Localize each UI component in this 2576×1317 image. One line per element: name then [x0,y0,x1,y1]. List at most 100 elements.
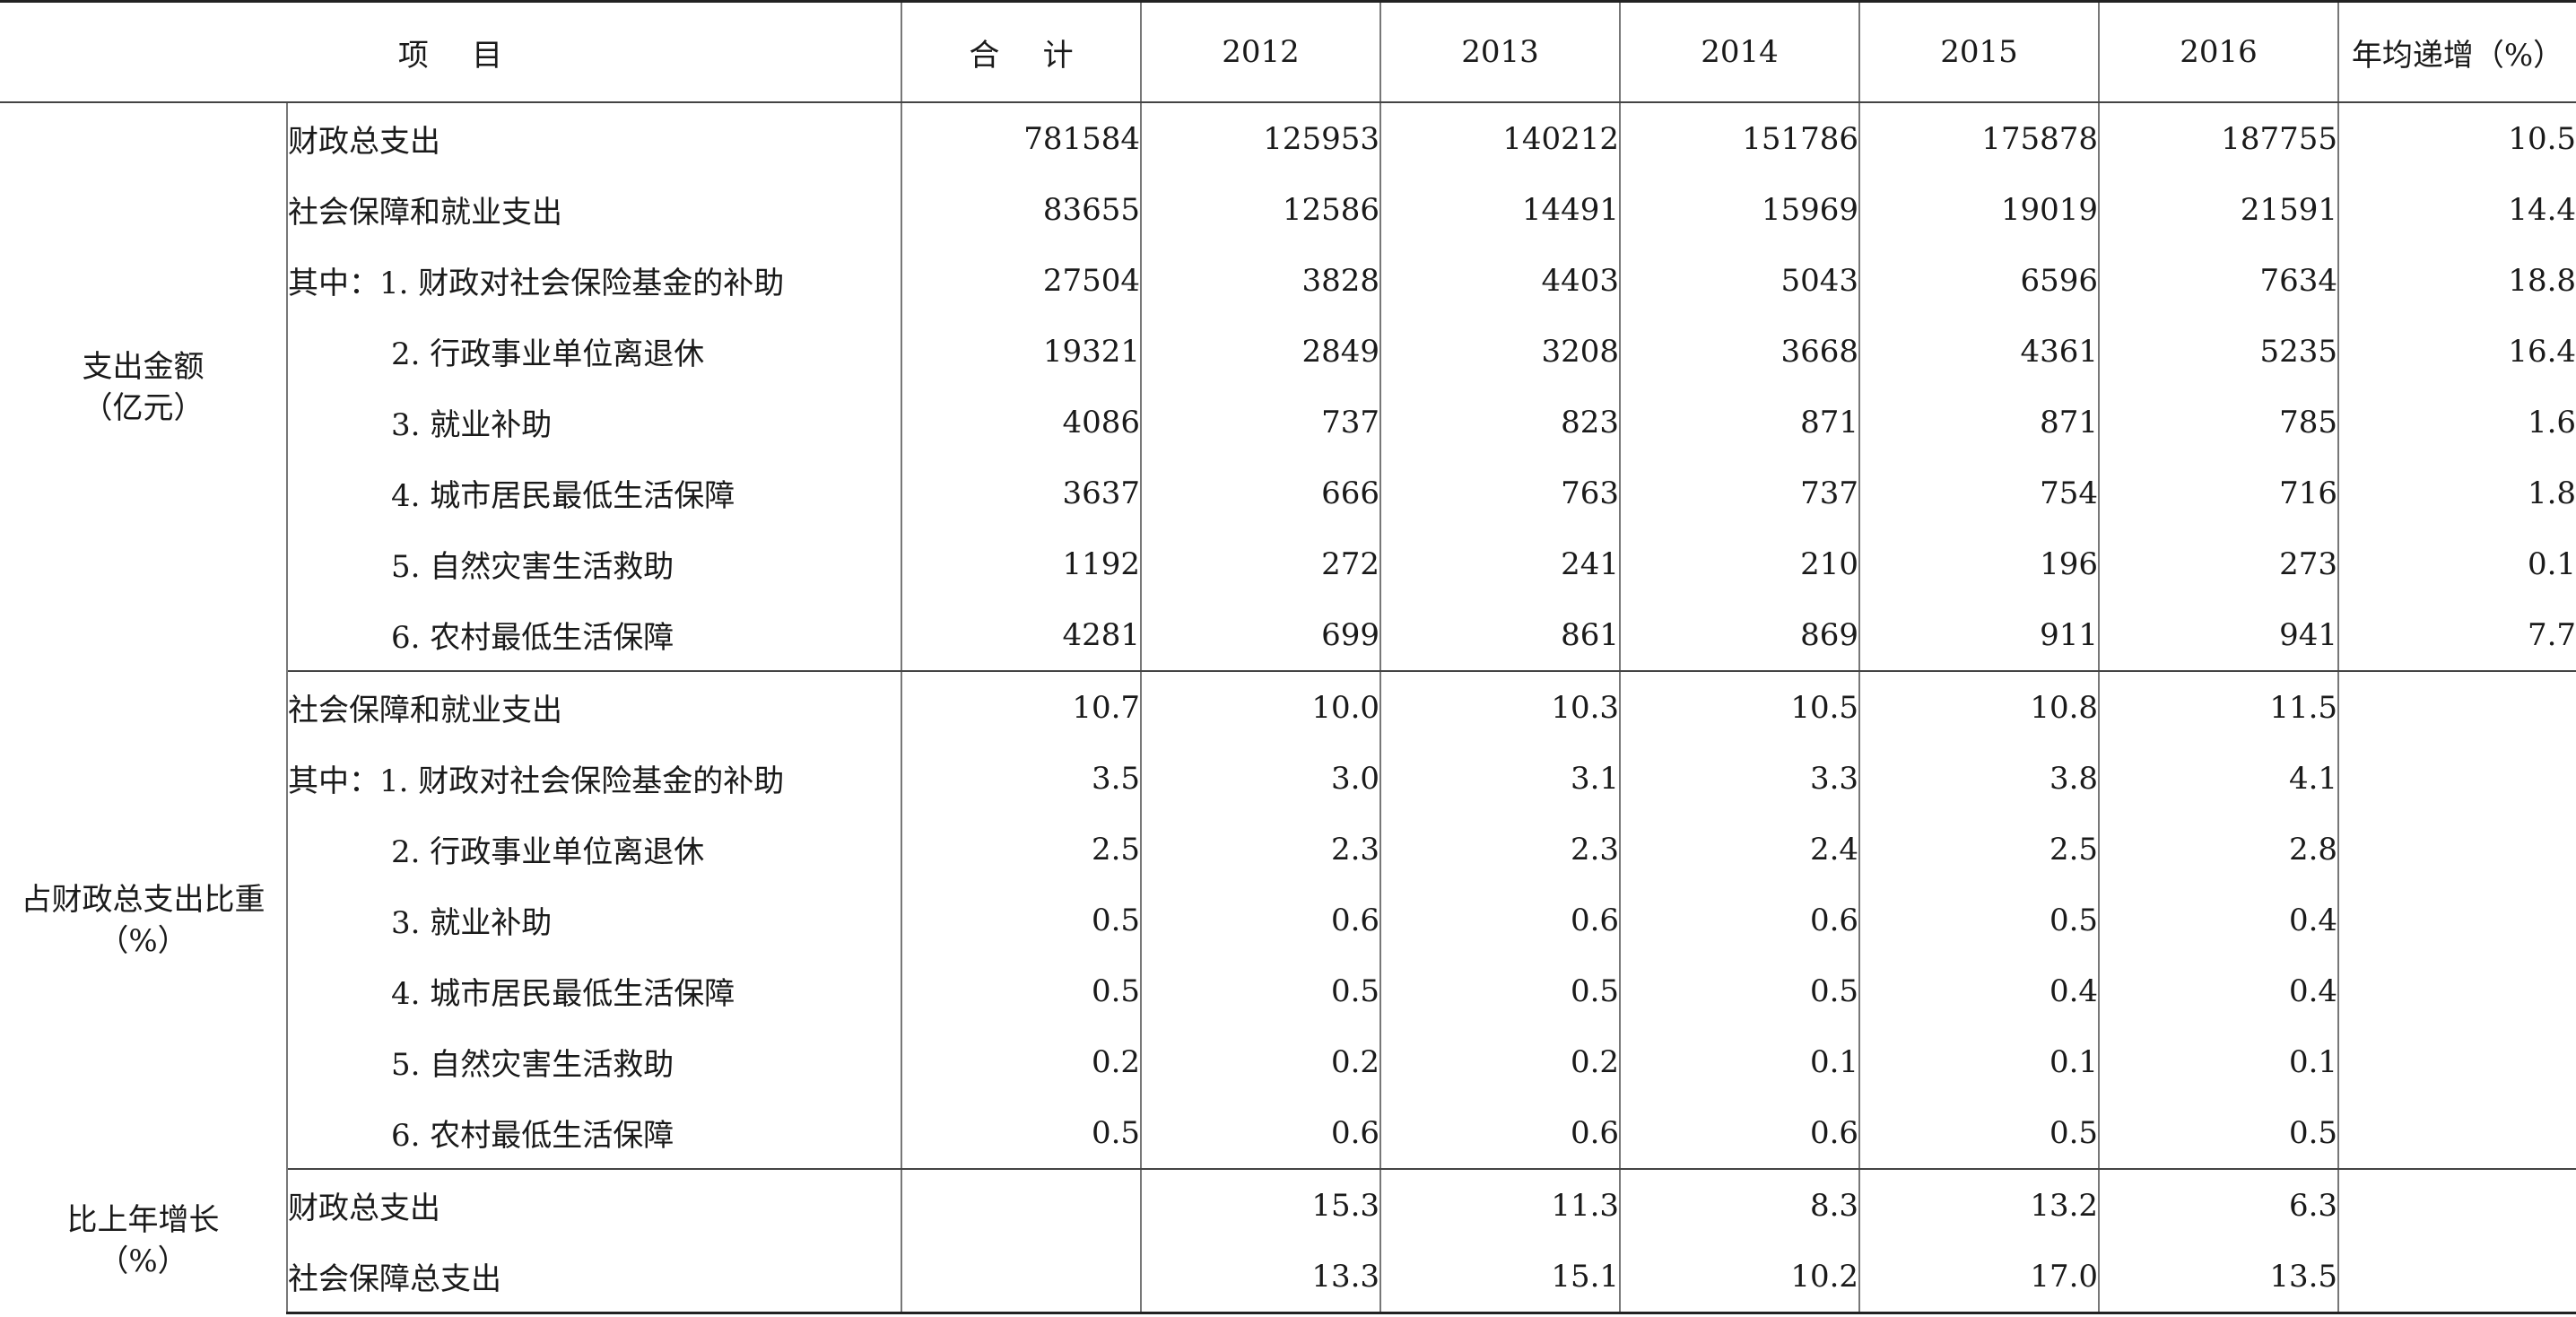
cell-value: 3.3 [1620,743,1861,814]
cell-value: 140212 [1380,102,1622,174]
cell-value [2338,885,2576,955]
cell-value: 0.5 [2099,1097,2340,1170]
section-title-line2: （%） [98,922,188,959]
row-label: 财政总支出 [287,102,903,174]
cell-value: 0.4 [1859,955,2101,1026]
section-title: 比上年增长 （%） [0,1169,288,1313]
cell-value: 2.3 [1380,814,1622,885]
cell-value [901,1241,1143,1314]
cell-value: 4086 [901,387,1143,458]
cell-value: 4403 [1380,245,1622,316]
cell-value: 3668 [1620,316,1861,387]
cell-value: 6596 [1859,245,2101,316]
cell-value: 4.1 [2099,743,2340,814]
cell-value: 15.1 [1380,1241,1622,1314]
cell-value: 10.0 [1141,671,1382,743]
header-year: 2015 [1859,0,2101,103]
table-row: 其中：1. 财政对社会保险基金的补助 27504 3828 4403 5043 6596 7… [0,245,2576,316]
cell-value: 0.5 [901,885,1143,955]
cell-value: 18.8 [2508,262,2576,299]
header-total: 合 计 [901,0,1143,103]
table-row: 支出金额 （亿元） 财政总支出 781584 125953 140212 151786 175… [0,102,2576,671]
cell-value: 0.4 [2099,955,2340,1026]
row-label: 6. 农村最低生活保障 [287,599,903,672]
cell-value: 273 [2099,528,2340,599]
header-item: 项 目 [0,0,903,103]
cell-value: 175878 [1859,102,2101,174]
cell-value: 823 [1380,387,1622,458]
section-title-line2: （%） [98,1243,188,1280]
cell-value: 0.6 [1620,885,1861,955]
cell-value: 0.5 [901,955,1143,1026]
cell-value: 4281 [901,599,1143,672]
table-row: 6. 农村最低生活保障 0.5 0.6 0.6 0.6 0.5 0.5 [0,1097,2576,1170]
cell-value: 10.7 [901,671,1143,743]
cell-value: 0.5 [1141,955,1382,1026]
section-title-line1: 占财政总支出比重 [21,881,265,918]
cell-value: 7.7 [2338,599,2576,672]
table-row: 其中：1. 财政对社会保险基金的补助 3.5 3.0 3.1 3.3 3.8 4.1 [0,743,2576,814]
cell-value: 187755 [2099,102,2340,174]
table-row: 占财政总支出比重 （%） 社会保障和就业支出 10.7 10.0 10.3 10.5 10.8… [0,671,2576,1169]
table-row: 4. 城市居民最低生活保障 3637 666 763 737 754 716 1.8 [0,458,2576,528]
cell-value: 0.1 [2099,1026,2340,1097]
cell-value: 11.5 [2099,671,2340,743]
cell-value: 17.0 [1859,1241,2101,1314]
row-label: 财政总支出 [287,1169,903,1241]
cell-value: 763 [1380,458,1622,528]
cell-value: 3.8 [1859,743,2101,814]
cell-value: 737 [1620,458,1861,528]
cell-value: 0.1 [1620,1026,1861,1097]
cell-value: 19019 [1859,174,2101,245]
header-year: 2012 [1141,0,1382,103]
cell-value: 871 [1620,387,1861,458]
cell-value: 0.6 [1380,1097,1622,1170]
cell-value: 8.3 [1620,1169,1861,1241]
cell-value: 3637 [901,458,1143,528]
cell-value: 2.5 [1859,814,2101,885]
cell-value: 1.8 [2527,475,2576,511]
table-row: 社会保障和就业支出 83655 12586 14491 15969 19019 21591 1… [0,174,2576,245]
cell-value: 2.8 [2099,814,2340,885]
section-title-line2: （亿元） [82,389,205,426]
cell-value: 3828 [1141,245,1382,316]
cell-value: 0.1 [1859,1026,2101,1097]
cell-value: 13.2 [1859,1169,2101,1241]
table-row: 比上年增长 （%） 财政总支出 15.3 11.3 8.3 13.2 6.3 [0,1169,2576,1313]
row-label: 4. 城市居民最低生活保障 [287,458,903,528]
cell-value: 1192 [901,528,1143,599]
cell-value: 10.3 [1380,671,1622,743]
cell-value [901,1169,1143,1241]
cell-value: 2849 [1141,316,1382,387]
table-row: 2. 行政事业单位离退休 19321 2849 3208 3668 4361 5235 16.… [0,316,2576,387]
cell-value: 0.6 [1620,1097,1861,1170]
cell-value: 3208 [1380,316,1622,387]
cell-value: 754 [1859,458,2101,528]
cell-value: 6.3 [2099,1169,2340,1241]
cell-value: 5235 [2099,316,2340,387]
cell-value: 3.0 [1141,743,1382,814]
cell-value [2338,1241,2576,1314]
cell-value: 10.2 [1620,1241,1861,1314]
cell-value: 0.6 [1380,885,1622,955]
row-label: 6. 农村最低生活保障 [287,1097,903,1170]
cell-value: 151786 [1620,102,1861,174]
cell-value: 2.3 [1141,814,1382,885]
cell-value: 10.5 [1620,671,1861,743]
cell-value: 0.5 [1859,1097,2101,1170]
cell-value: 2.5 [901,814,1143,885]
row-label: 社会保障和就业支出 [287,174,903,245]
row-label: 3. 就业补助 [287,885,903,955]
header-growth: 年均递增（%） [2338,0,2576,103]
cell-value: 941 [2099,599,2340,672]
cell-value [2338,671,2576,743]
row-label: 其中：1. 财政对社会保险基金的补助 [287,245,903,316]
table-row: 4. 城市居民最低生活保障 0.5 0.5 0.5 0.5 0.4 0.4 [0,955,2576,1026]
section-title: 占财政总支出比重 （%） [0,671,288,1169]
section-title: 支出金额 （亿元） [0,102,288,671]
row-label: 3. 就业补助 [287,387,903,458]
cell-value: 4361 [1859,316,2101,387]
cell-value: 15.3 [1141,1169,1382,1241]
table-row: 6. 农村最低生活保障 4281 699 861 869 911 941 7.7 [0,599,2576,672]
